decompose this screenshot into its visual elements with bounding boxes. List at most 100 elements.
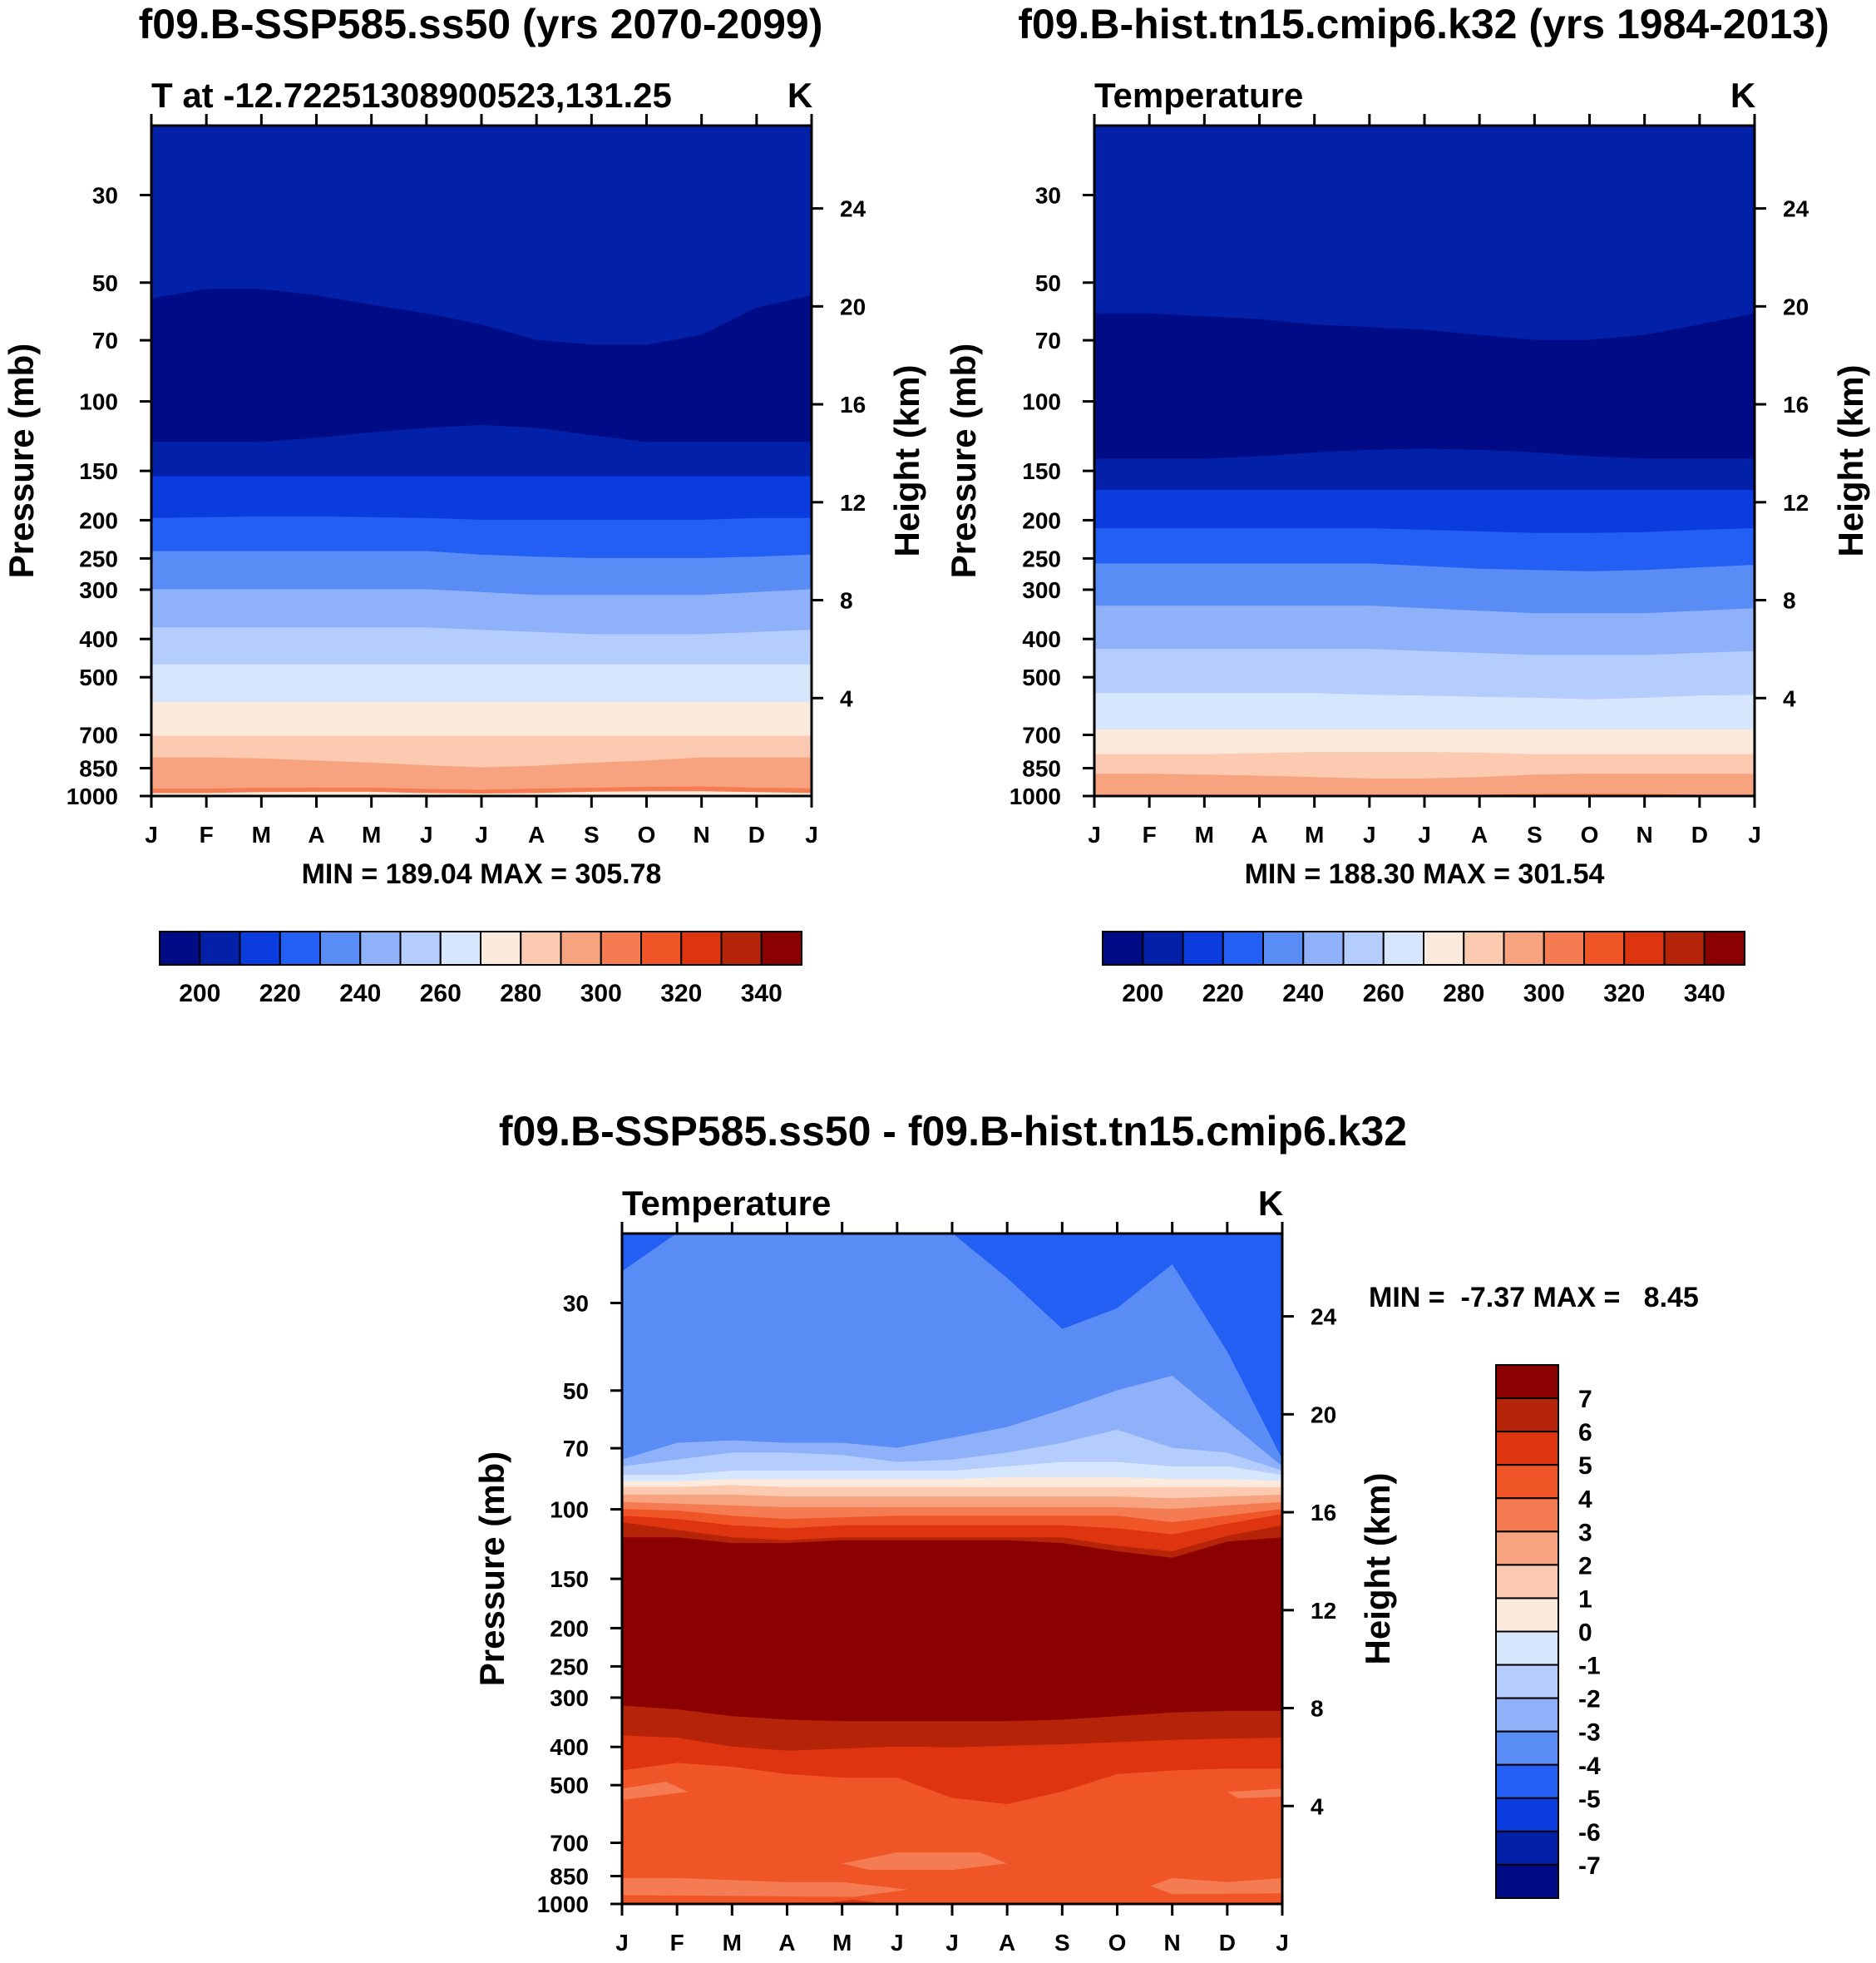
colorbar-box-5 bbox=[359, 931, 402, 966]
x-tick-label: A bbox=[528, 822, 545, 848]
height-tick-label: 16 bbox=[1783, 392, 1809, 418]
y-tick-label: 500 bbox=[79, 665, 118, 690]
y-tick-label: 700 bbox=[1022, 723, 1061, 749]
contour-band-15 bbox=[622, 1537, 1282, 1723]
colorbar-box-6 bbox=[399, 931, 442, 966]
colorbar-label: 200 bbox=[179, 980, 220, 1007]
height-tick-label: 16 bbox=[840, 392, 866, 418]
colorbar-box-3 bbox=[1495, 1464, 1559, 1500]
x-tick-label: O bbox=[1581, 822, 1599, 848]
y-tick-label: 200 bbox=[79, 507, 118, 533]
colorbar-box-2 bbox=[1182, 931, 1224, 966]
y-tick-label: 400 bbox=[1022, 626, 1061, 652]
colorbar-label: 320 bbox=[660, 980, 702, 1007]
contour-band-8 bbox=[1094, 649, 1755, 700]
colorbar-label: 240 bbox=[339, 980, 381, 1007]
x-tick-label: J bbox=[945, 1930, 959, 1956]
colorbar-label: -4 bbox=[1578, 1753, 1601, 1780]
height-tick-label: 24 bbox=[1783, 196, 1809, 222]
colorbar-box-5 bbox=[1495, 1530, 1559, 1566]
min-max-label: MIN = -7.37 MAX = 8.45 bbox=[1369, 1282, 1699, 1313]
x-tick-label: D bbox=[748, 822, 765, 848]
colorbar-box-8 bbox=[1495, 1630, 1559, 1666]
panel-subtitle: T at -12.72251308900523,131.25 bbox=[151, 76, 672, 115]
y-tick-label: 500 bbox=[1022, 665, 1061, 690]
y-tick-label: 250 bbox=[1022, 546, 1061, 571]
colorbar-box-8 bbox=[1423, 931, 1465, 966]
colorbar-label: 320 bbox=[1603, 980, 1645, 1007]
colorbar-box-8 bbox=[480, 931, 522, 966]
height-axis-label: Height (km) bbox=[1831, 365, 1870, 557]
x-tick-label: A bbox=[1471, 822, 1488, 848]
y-tick-label: 700 bbox=[550, 1831, 589, 1857]
colorbar-box-3 bbox=[1222, 931, 1264, 966]
colorbar-label: 340 bbox=[1684, 980, 1725, 1007]
contour-band-6 bbox=[151, 551, 812, 596]
y-tick-label: 850 bbox=[550, 1864, 589, 1890]
colorbar-label: 220 bbox=[259, 980, 301, 1007]
units-label: K bbox=[1730, 76, 1755, 115]
x-tick-label: J bbox=[1088, 822, 1101, 848]
y-tick-label: 50 bbox=[1035, 270, 1061, 296]
units-label: K bbox=[787, 76, 812, 115]
contour-band-12 bbox=[1094, 774, 1755, 796]
colorbar-box-10 bbox=[1503, 931, 1545, 966]
panel-subtitle: Temperature bbox=[622, 1184, 831, 1223]
colorbar-box-11 bbox=[600, 931, 642, 966]
colorbar-box-11 bbox=[1543, 931, 1585, 966]
colorbar-box-0 bbox=[159, 931, 201, 966]
colorbar-box-14 bbox=[1663, 931, 1706, 966]
colorbar-label: 300 bbox=[580, 980, 622, 1007]
height-tick-label: 4 bbox=[840, 685, 853, 711]
colorbar-box-13 bbox=[1623, 931, 1666, 966]
pressure-axis-label: Pressure (mb) bbox=[944, 344, 983, 578]
colorbar-label: -1 bbox=[1578, 1653, 1601, 1680]
x-tick-label: N bbox=[1637, 822, 1653, 848]
y-tick-label: 30 bbox=[92, 183, 118, 209]
height-tick-label: 8 bbox=[1311, 1696, 1324, 1722]
colorbar-label: 220 bbox=[1202, 980, 1244, 1007]
colorbar-box-6 bbox=[1495, 1564, 1559, 1600]
contour-band-10 bbox=[151, 702, 812, 737]
colorbar-box-2 bbox=[1495, 1431, 1559, 1466]
y-tick-label: 30 bbox=[1035, 183, 1061, 209]
colorbar-box-0 bbox=[1495, 1364, 1559, 1400]
y-tick-label: 200 bbox=[550, 1615, 589, 1641]
x-tick-label: S bbox=[1527, 822, 1543, 848]
x-tick-label: J bbox=[1418, 822, 1431, 848]
colorbar-label: 280 bbox=[1443, 980, 1484, 1007]
y-tick-label: 850 bbox=[1022, 756, 1061, 782]
height-tick-label: 24 bbox=[1311, 1304, 1337, 1330]
x-tick-label: F bbox=[200, 822, 214, 848]
colorbar-box-12 bbox=[1495, 1763, 1559, 1799]
colorbar-box-13 bbox=[680, 931, 723, 966]
colorbar-label: 280 bbox=[500, 980, 541, 1007]
contour-band-4 bbox=[151, 476, 812, 521]
colorbar-label: 300 bbox=[1523, 980, 1565, 1007]
colorbar-box-12 bbox=[1583, 931, 1626, 966]
panel-title: f09.B-SSP585.ss50 - f09.B-hist.tn15.cmip… bbox=[499, 1108, 1407, 1155]
y-tick-label: 300 bbox=[550, 1685, 589, 1711]
colorbar-box-9 bbox=[1463, 931, 1505, 966]
colorbar-box-1 bbox=[1495, 1397, 1559, 1433]
colorbar-box-4 bbox=[1495, 1497, 1559, 1533]
y-tick-label: 70 bbox=[563, 1436, 589, 1461]
colorbar-label: 3 bbox=[1578, 1519, 1592, 1546]
colorbar-box-1 bbox=[199, 931, 241, 966]
x-tick-label: M bbox=[1305, 822, 1324, 848]
height-tick-label: 4 bbox=[1783, 685, 1796, 711]
y-tick-label: 200 bbox=[1022, 507, 1061, 533]
y-tick-label: 150 bbox=[550, 1566, 589, 1592]
colorbar-label: -2 bbox=[1578, 1686, 1601, 1713]
height-tick-label: 20 bbox=[1783, 294, 1809, 319]
colorbar: 200 220 240 260 280 300 320 340 bbox=[1102, 931, 1745, 1007]
colorbar-box-15 bbox=[1495, 1863, 1559, 1899]
min-max-label: MIN = 189.04 MAX = 305.78 bbox=[302, 858, 662, 890]
contour-patch-0 bbox=[622, 1782, 689, 1800]
contour-band-2 bbox=[1094, 313, 1755, 460]
colorbar-label: -6 bbox=[1578, 1819, 1601, 1847]
x-tick-label: M bbox=[252, 822, 271, 848]
colorbar-label: 2 bbox=[1578, 1552, 1592, 1580]
colorbar-label: 260 bbox=[420, 980, 462, 1007]
